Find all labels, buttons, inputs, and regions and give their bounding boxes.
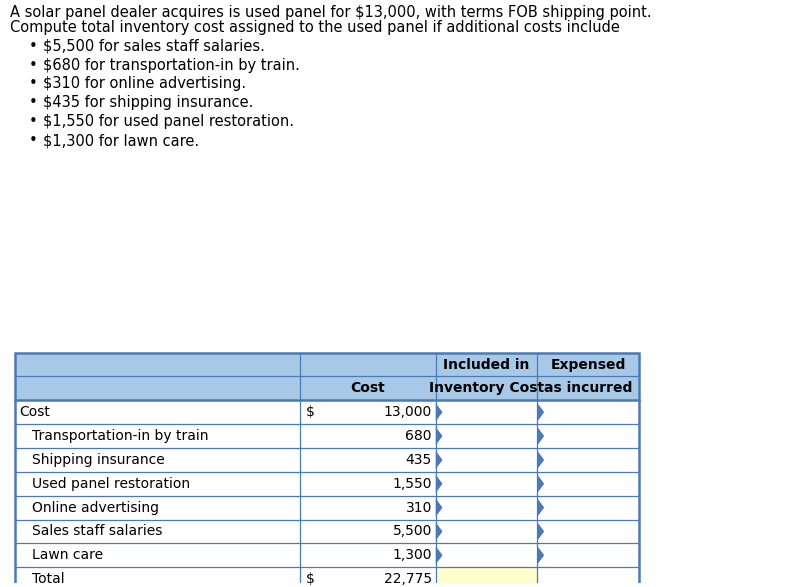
Text: 435: 435: [406, 453, 431, 467]
Text: $435 for shipping insurance.: $435 for shipping insurance.: [43, 95, 253, 110]
Text: A solar panel dealer acquires is used panel for $13,000, with terms FOB shipping: A solar panel dealer acquires is used pa…: [10, 5, 651, 20]
Bar: [436, 567, 538, 587]
Polygon shape: [436, 451, 443, 469]
Text: as incurred: as incurred: [544, 382, 633, 396]
Text: Cost: Cost: [351, 382, 386, 396]
Polygon shape: [436, 522, 443, 541]
Polygon shape: [538, 403, 544, 421]
Text: •: •: [29, 133, 38, 148]
Polygon shape: [538, 427, 544, 445]
Text: 680: 680: [406, 429, 431, 443]
Polygon shape: [436, 427, 443, 445]
Text: Total: Total: [32, 572, 64, 586]
Text: Online advertising: Online advertising: [32, 501, 159, 515]
Text: $1,550 for used panel restoration.: $1,550 for used panel restoration.: [43, 114, 294, 129]
Polygon shape: [538, 546, 544, 564]
Text: 1,550: 1,550: [392, 477, 431, 491]
Text: 13,000: 13,000: [384, 405, 431, 419]
Text: $5,500 for sales staff salaries.: $5,500 for sales staff salaries.: [43, 39, 265, 54]
Text: •: •: [29, 95, 38, 110]
Bar: [14, 353, 639, 587]
Text: Sales staff salaries: Sales staff salaries: [32, 524, 163, 538]
Text: •: •: [29, 76, 38, 92]
Polygon shape: [538, 498, 544, 517]
Text: $680 for transportation-in by train.: $680 for transportation-in by train.: [43, 58, 299, 73]
Polygon shape: [538, 451, 544, 469]
Text: •: •: [29, 39, 38, 54]
Text: $: $: [306, 572, 315, 586]
Bar: [14, 353, 639, 400]
Polygon shape: [436, 403, 443, 421]
Text: 5,500: 5,500: [393, 524, 431, 538]
Text: Shipping insurance: Shipping insurance: [32, 453, 165, 467]
Text: $: $: [306, 405, 315, 419]
Text: Used panel restoration: Used panel restoration: [32, 477, 190, 491]
Polygon shape: [436, 475, 443, 493]
Text: Included in: Included in: [444, 357, 530, 372]
Text: •: •: [29, 114, 38, 129]
Polygon shape: [436, 498, 443, 517]
Text: •: •: [29, 58, 38, 73]
Text: Expensed: Expensed: [551, 357, 626, 372]
Text: Lawn care: Lawn care: [32, 548, 103, 562]
Text: $310 for online advertising.: $310 for online advertising.: [43, 76, 246, 92]
Text: Cost: Cost: [19, 405, 50, 419]
Text: 310: 310: [406, 501, 431, 515]
Polygon shape: [538, 522, 544, 541]
Polygon shape: [538, 475, 544, 493]
Text: Inventory Cost: Inventory Cost: [429, 382, 544, 396]
Text: Compute total inventory cost assigned to the used panel if additional costs incl: Compute total inventory cost assigned to…: [10, 20, 620, 35]
Text: 22,775: 22,775: [384, 572, 431, 586]
Text: Transportation-in by train: Transportation-in by train: [32, 429, 208, 443]
Text: 1,300: 1,300: [392, 548, 431, 562]
Polygon shape: [436, 546, 443, 564]
Text: $1,300 for lawn care.: $1,300 for lawn care.: [43, 133, 199, 148]
Bar: [14, 400, 639, 587]
